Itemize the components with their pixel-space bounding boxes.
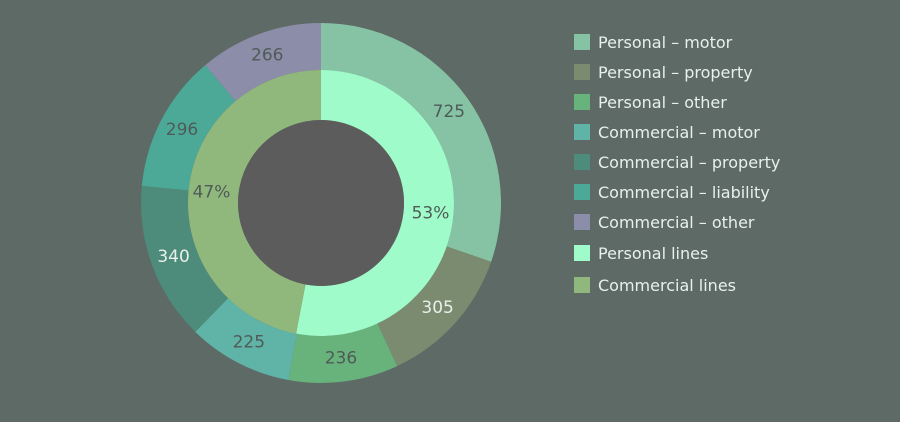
legend-swatch [574,214,590,230]
slice-label-commercial-lines: 47% [193,183,231,203]
legend-label: Commercial lines [598,275,736,295]
slice-label-commercial-property: 340 [157,247,189,267]
legend-item-commercial-lines: Commercial lines [574,269,780,301]
slice-label-commercial-liability: 296 [166,120,198,140]
slice-label-personal-property: 305 [421,298,453,318]
slice-label-commercial-other: 266 [251,45,283,65]
legend-label: Personal lines [598,243,709,263]
legend-item-personal-lines: Personal lines [574,237,780,269]
slice-commercial-liability [141,65,236,191]
legend-item-commercial-other: Commercial – other [574,207,780,237]
legend-item-commercial-property: Commercial – property [574,147,780,177]
legend-item-personal-property: Personal – property [574,57,780,87]
legend-label: Commercial – other [598,212,755,232]
slice-personal-other [288,323,398,384]
legend-label: Commercial – motor [598,122,760,142]
legend-swatch [574,184,590,200]
slice-personal-property [377,246,492,367]
legend-item-personal-other: Personal – other [574,87,780,117]
legend-swatch [574,64,590,80]
legend-label: Personal – other [598,92,727,112]
legend: Personal – motor Personal – property Per… [574,27,780,301]
legend-label: Personal – motor [598,32,733,52]
slice-commercial-lines [188,70,321,334]
donut-hole [238,120,404,286]
legend-item-commercial-liability: Commercial – liability [574,177,780,207]
slice-label-personal-other: 236 [325,349,357,369]
slice-label-commercial-motor: 225 [233,332,265,352]
legend-swatch [574,94,590,110]
legend-swatch [574,277,590,293]
slice-label-personal-lines: 53% [412,203,450,223]
slice-personal-lines [296,70,454,337]
legend-label: Commercial – property [598,152,781,172]
slice-labels: 725 305 236 225 340 296 266 53% 47% [157,45,465,368]
inner-ring [188,70,454,337]
slice-commercial-property [141,185,229,332]
legend-item-personal-motor: Personal – motor [574,27,780,57]
slice-personal-motor [321,23,501,262]
legend-swatch [574,245,590,261]
slice-commercial-other [205,23,321,102]
legend-swatch [574,124,590,140]
legend-label: Commercial – liability [598,182,770,202]
slice-commercial-motor [195,298,297,381]
slice-label-personal-motor: 725 [433,102,465,122]
legend-swatch [574,154,590,170]
legend-item-commercial-motor: Commercial – motor [574,117,780,147]
legend-label: Personal – property [598,62,753,82]
legend-swatch [574,34,590,50]
outer-ring [141,23,501,384]
